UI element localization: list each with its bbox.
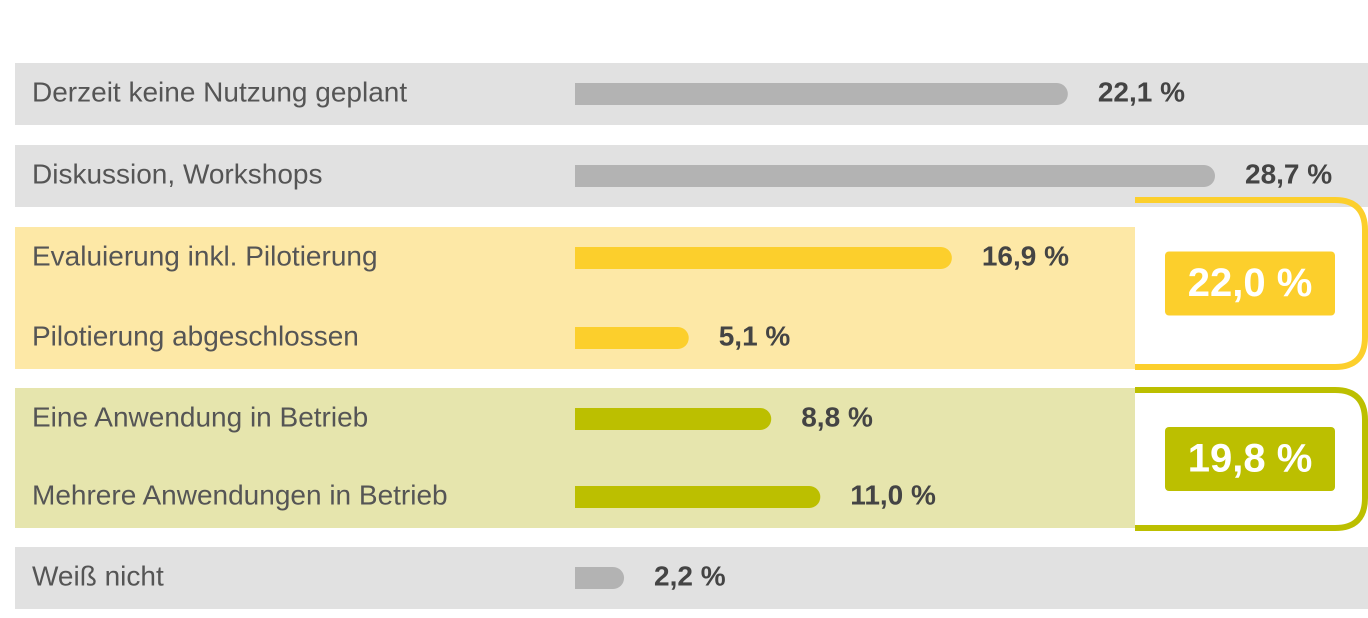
category-label: Mehrere Anwendungen in Betrieb bbox=[32, 479, 448, 510]
group-box bbox=[1165, 251, 1335, 316]
bar bbox=[575, 486, 821, 508]
bar bbox=[575, 567, 625, 589]
value-label: 11,0 % bbox=[850, 479, 936, 510]
bar bbox=[575, 327, 689, 349]
row-background bbox=[15, 547, 1368, 609]
group-box bbox=[1165, 427, 1335, 491]
bar bbox=[575, 165, 1216, 187]
category-label: Pilotierung abgeschlossen bbox=[32, 320, 359, 351]
group-label: 22,0 % bbox=[1188, 261, 1313, 305]
bracket bbox=[1135, 387, 1368, 531]
value-label: 16,9 % bbox=[982, 240, 1069, 271]
value-label: 22,1 % bbox=[1098, 76, 1185, 107]
value-label: 28,7 % bbox=[1245, 158, 1332, 189]
value-label: 8,8 % bbox=[801, 401, 873, 432]
group-label: 19,8 % bbox=[1188, 437, 1313, 481]
value-label: 2,2 % bbox=[654, 560, 726, 591]
value-label: 5,1 % bbox=[719, 320, 791, 351]
category-label: Weiß nicht bbox=[32, 560, 164, 591]
bar bbox=[575, 408, 772, 430]
bracket bbox=[1135, 197, 1368, 370]
bar bbox=[575, 247, 952, 269]
bar bbox=[575, 83, 1068, 105]
category-label: Derzeit keine Nutzung geplant bbox=[32, 76, 407, 107]
category-label: Diskussion, Workshops bbox=[32, 158, 322, 189]
category-label: Eine Anwendung in Betrieb bbox=[32, 401, 368, 432]
category-label: Evaluierung inkl. Pilotierung bbox=[32, 240, 378, 271]
